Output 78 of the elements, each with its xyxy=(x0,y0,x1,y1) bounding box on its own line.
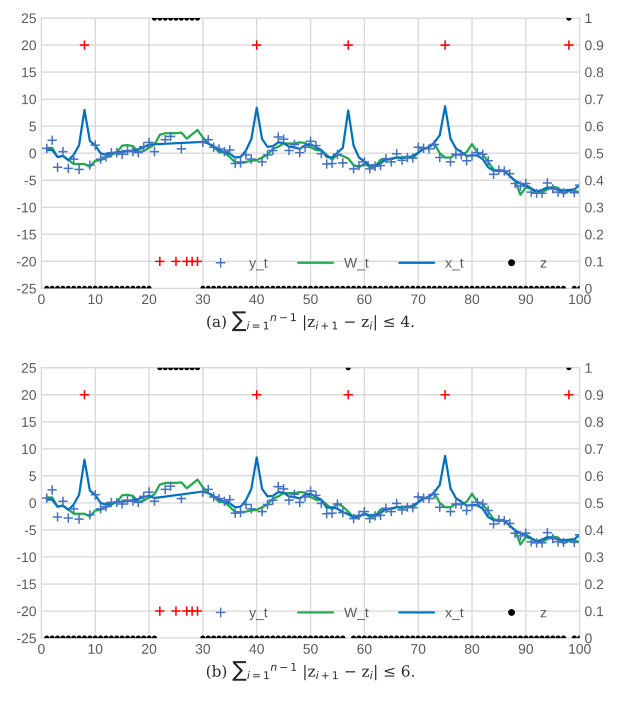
x-tick-label: 80 xyxy=(464,294,480,304)
legend-label: W_t xyxy=(344,258,369,270)
y2-tick-label: 1 xyxy=(586,14,592,24)
x-tick-label: 100 xyxy=(569,294,591,304)
y2-tick-label: 0.1 xyxy=(585,256,604,267)
x-tick-label: 40 xyxy=(249,644,264,654)
line-series xyxy=(46,105,580,193)
y2-tick-label: 0.5 xyxy=(585,148,604,158)
y2-tick-label: 0 xyxy=(585,284,592,294)
y-tick-label: 5 xyxy=(29,122,36,132)
x-tick-label: 60 xyxy=(357,644,372,654)
y-tick-label: 20 xyxy=(22,40,36,50)
x-tick-label: 40 xyxy=(249,294,264,304)
y2-tick-label: 0.2 xyxy=(585,230,604,240)
y-tick-label: 15 xyxy=(22,68,36,78)
y-tick-label: 25 xyxy=(22,363,36,373)
y-tick-label: 10 xyxy=(22,94,36,104)
y2-tick-label: 0 xyxy=(585,633,592,644)
x-tick-label: 80 xyxy=(464,644,480,654)
y2-tick-label: 0.7 xyxy=(585,94,604,104)
y-tick-label: 5 xyxy=(29,471,36,482)
y2-tick-label: 0.3 xyxy=(585,552,604,562)
y-tick-label: -5 xyxy=(24,525,36,536)
legend-label: z xyxy=(540,260,546,268)
x-tick-label: 20 xyxy=(142,294,156,304)
line-series xyxy=(46,454,580,542)
x-tick-label: 50 xyxy=(303,294,318,304)
y-tick-label: -25 xyxy=(17,633,36,644)
y2-tick-label: 0.8 xyxy=(585,417,604,427)
y2-tick-label: 1 xyxy=(586,363,592,373)
x-tick-label: 0 xyxy=(38,294,45,304)
x-tick-label: 60 xyxy=(357,294,372,304)
y-tick-label: 25 xyxy=(22,13,36,24)
legend-label: y_t xyxy=(249,608,268,620)
x-tick-label: 90 xyxy=(518,294,534,304)
x-tick-label: 0 xyxy=(38,644,45,654)
x-tick-label: 10 xyxy=(88,294,102,304)
x-tick-label: 10 xyxy=(88,644,102,654)
y2-tick-label: 0.4 xyxy=(585,176,604,186)
y-tick-label: 10 xyxy=(22,444,36,454)
y-tick-label: 0 xyxy=(29,498,36,508)
legend-label: W_t xyxy=(344,608,369,620)
y2-tick-label: 0.6 xyxy=(585,471,604,482)
legend-label: x_t xyxy=(445,258,464,270)
x-tick-label: 50 xyxy=(303,644,318,654)
y-tick-label: -20 xyxy=(17,606,36,616)
y2-tick-label: 0.3 xyxy=(585,202,604,212)
y2-tick-label: 0.8 xyxy=(585,67,604,78)
y2-tick-label: 0.4 xyxy=(585,525,604,536)
text: (b) ∑$_{i=1}$$^{n−1}$ |z$_{i+1}$ − z$_{i}$| ≤ 6. xyxy=(206,661,414,681)
y2-tick-label: 0.2 xyxy=(585,579,604,590)
y2-tick-label: 0.1 xyxy=(585,606,604,616)
x-tick-label: 70 xyxy=(411,644,426,654)
y-tick-label: -15 xyxy=(17,579,36,590)
y-tick-label: 20 xyxy=(22,390,36,400)
y2-tick-label: 0.9 xyxy=(585,390,604,400)
y-tick-label: -25 xyxy=(17,284,36,294)
x-tick-label: 30 xyxy=(196,644,210,654)
y-tick-label: -15 xyxy=(17,230,36,240)
x-tick-label: 100 xyxy=(569,644,591,654)
y2-tick-label: 0.5 xyxy=(585,498,604,508)
x-tick-label: 90 xyxy=(518,644,534,654)
x-tick-label: 70 xyxy=(411,294,426,304)
y-tick-label: -20 xyxy=(17,256,36,267)
legend-label: y_t xyxy=(249,258,268,270)
legend-label: x_t xyxy=(445,608,464,620)
text: (a) ∑$_{i=1}$$^{n−1}$ |z$_{i+1}$ − z$_{i}$| ≤ 4. xyxy=(207,311,414,332)
x-tick-label: 30 xyxy=(196,294,210,304)
y2-tick-label: 0.9 xyxy=(585,40,604,50)
y-tick-label: -10 xyxy=(17,202,36,212)
y-tick-label: 0 xyxy=(29,148,36,158)
y2-tick-label: 0.7 xyxy=(585,444,604,454)
y2-tick-label: 0.6 xyxy=(585,122,604,132)
y-tick-label: -5 xyxy=(24,176,36,186)
y-tick-label: -10 xyxy=(17,552,36,562)
legend-label: z xyxy=(540,610,546,618)
x-tick-label: 20 xyxy=(142,644,156,654)
y-tick-label: 15 xyxy=(22,417,36,427)
